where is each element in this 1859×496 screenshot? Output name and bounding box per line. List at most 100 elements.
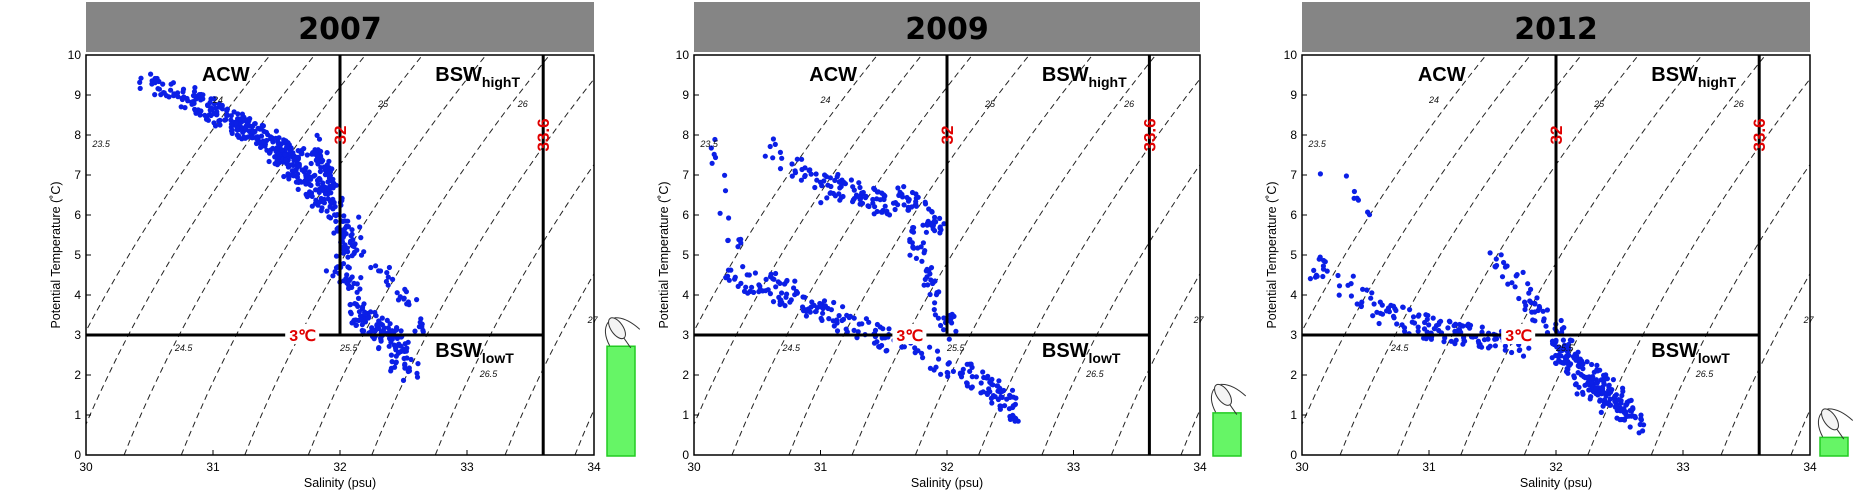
data-point bbox=[1638, 417, 1644, 423]
data-point bbox=[920, 240, 927, 246]
data-point bbox=[872, 186, 878, 193]
data-point bbox=[1565, 366, 1571, 372]
data-point bbox=[738, 240, 744, 246]
data-point bbox=[1402, 328, 1408, 334]
data-point bbox=[309, 203, 315, 209]
y-tick-label: 10 bbox=[676, 48, 690, 62]
data-point bbox=[708, 145, 714, 151]
data-point bbox=[851, 195, 858, 202]
density-label: 24.5 bbox=[782, 343, 802, 353]
data-point bbox=[331, 230, 337, 236]
data-point bbox=[1562, 358, 1569, 364]
data-point bbox=[1459, 323, 1465, 329]
plot-area bbox=[86, 55, 594, 455]
data-point bbox=[762, 153, 768, 159]
data-point bbox=[798, 177, 805, 183]
data-point bbox=[986, 386, 992, 392]
data-point bbox=[1441, 339, 1447, 345]
data-point bbox=[876, 344, 882, 350]
data-point bbox=[1560, 337, 1566, 343]
data-point bbox=[398, 328, 404, 334]
data-point bbox=[834, 328, 841, 334]
data-point bbox=[290, 162, 296, 168]
data-point bbox=[345, 218, 351, 224]
label-bsw-low: BSWlowT bbox=[1651, 340, 1730, 366]
data-point bbox=[1415, 313, 1421, 319]
data-point bbox=[272, 154, 278, 160]
data-point bbox=[1600, 403, 1606, 409]
data-point bbox=[321, 164, 327, 170]
data-point bbox=[968, 385, 974, 391]
label-3c: 3℃ bbox=[896, 328, 923, 345]
data-point bbox=[722, 188, 729, 194]
data-point bbox=[389, 328, 395, 334]
isopycnal-line bbox=[788, 55, 1030, 455]
data-point bbox=[393, 353, 399, 359]
data-point bbox=[1410, 314, 1417, 320]
isopycnal-line bbox=[851, 55, 1093, 455]
data-point bbox=[1407, 307, 1413, 313]
isopycnal-line bbox=[731, 55, 973, 455]
data-point bbox=[1559, 326, 1565, 332]
isopycnal-line bbox=[1396, 55, 1639, 455]
y-tick-label: 2 bbox=[74, 368, 81, 382]
data-point bbox=[394, 325, 400, 331]
data-point bbox=[969, 374, 975, 380]
data-point bbox=[1492, 343, 1498, 349]
data-point bbox=[953, 328, 959, 334]
data-point bbox=[1526, 345, 1532, 351]
data-point bbox=[910, 244, 916, 251]
data-point bbox=[1013, 395, 1019, 401]
label-bsw-low-main: BSW bbox=[1651, 340, 1698, 362]
data-point bbox=[228, 113, 234, 119]
density-label: 26 bbox=[517, 99, 528, 109]
data-point bbox=[361, 328, 367, 334]
isopycnal-line bbox=[1460, 55, 1703, 455]
data-point bbox=[818, 200, 824, 206]
data-point bbox=[330, 176, 336, 182]
data-point bbox=[856, 194, 862, 200]
data-point bbox=[352, 301, 358, 307]
data-point bbox=[1588, 394, 1594, 400]
data-point bbox=[1572, 382, 1579, 388]
data-point bbox=[919, 350, 925, 356]
data-point bbox=[722, 172, 728, 178]
data-point bbox=[1516, 295, 1522, 302]
label-bsw-high: BSWhighT bbox=[1042, 64, 1127, 90]
label-3c: 3℃ bbox=[289, 328, 316, 345]
data-point bbox=[349, 227, 355, 233]
data-point bbox=[799, 156, 805, 162]
data-point bbox=[319, 157, 325, 163]
data-point bbox=[281, 173, 287, 180]
data-point bbox=[777, 166, 784, 172]
data-point bbox=[334, 226, 340, 232]
data-point bbox=[964, 361, 970, 367]
data-point bbox=[1520, 269, 1526, 275]
data-point bbox=[1424, 329, 1430, 335]
data-point bbox=[324, 150, 330, 156]
x-tick-label: 32 bbox=[940, 460, 954, 474]
data-point bbox=[1636, 430, 1642, 436]
data-point bbox=[274, 158, 280, 164]
data-point bbox=[148, 71, 154, 77]
data-point bbox=[957, 370, 964, 376]
data-point bbox=[403, 289, 409, 295]
data-point bbox=[752, 270, 759, 276]
data-point bbox=[347, 301, 354, 308]
data-point bbox=[837, 185, 843, 191]
data-point bbox=[376, 318, 382, 324]
y-tick-label: 5 bbox=[682, 248, 689, 262]
data-point bbox=[340, 261, 347, 267]
data-point bbox=[1456, 327, 1463, 333]
data-point bbox=[192, 108, 198, 114]
data-point bbox=[1348, 293, 1354, 299]
data-point bbox=[973, 374, 980, 380]
label-bsw-low-sub: lowT bbox=[1698, 350, 1730, 366]
data-point bbox=[923, 229, 930, 235]
data-point bbox=[792, 278, 798, 284]
data-point bbox=[763, 288, 769, 294]
data-point bbox=[1428, 336, 1434, 342]
data-point bbox=[820, 310, 826, 316]
data-point bbox=[205, 117, 211, 123]
